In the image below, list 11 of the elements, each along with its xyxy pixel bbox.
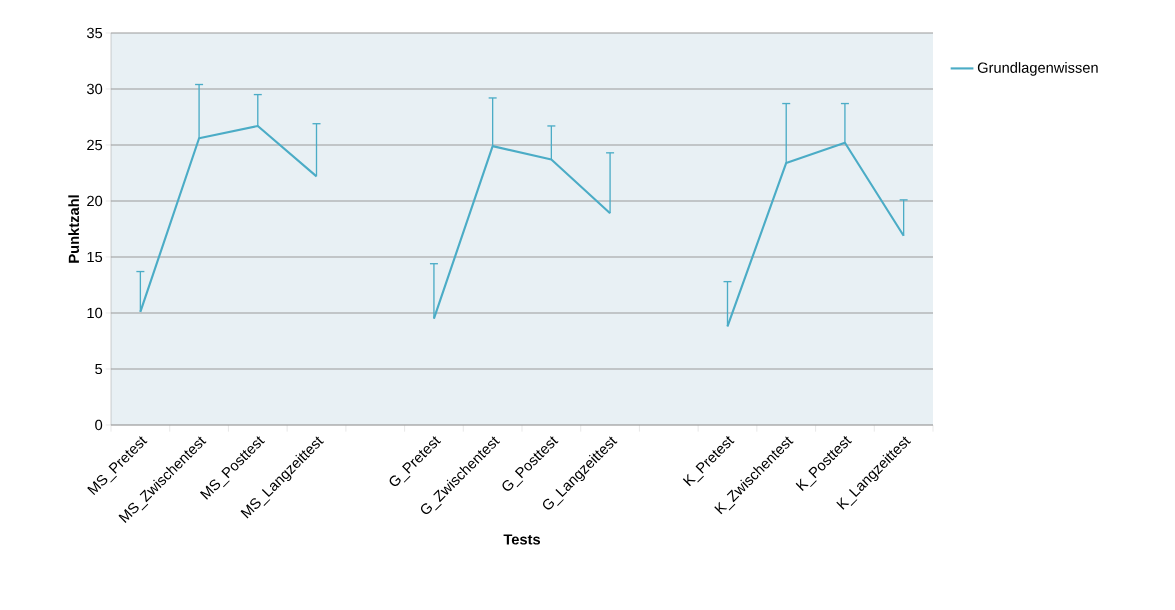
y-tick-label: 10 <box>87 307 103 319</box>
y-tick-label: 20 <box>87 195 103 207</box>
y-tick-label: 15 <box>87 251 103 263</box>
y-tick-label: 35 <box>87 27 103 39</box>
y-tick-label: 5 <box>95 363 103 375</box>
y-tick-label: 0 <box>95 419 103 431</box>
x-axis-title: Tests <box>503 534 541 545</box>
y-tick-label: 25 <box>87 139 103 151</box>
legend-label: Grundlagenwissen <box>977 62 1098 76</box>
y-tick-label: 30 <box>87 83 103 95</box>
y-axis-title: Punktzahl <box>68 195 80 263</box>
